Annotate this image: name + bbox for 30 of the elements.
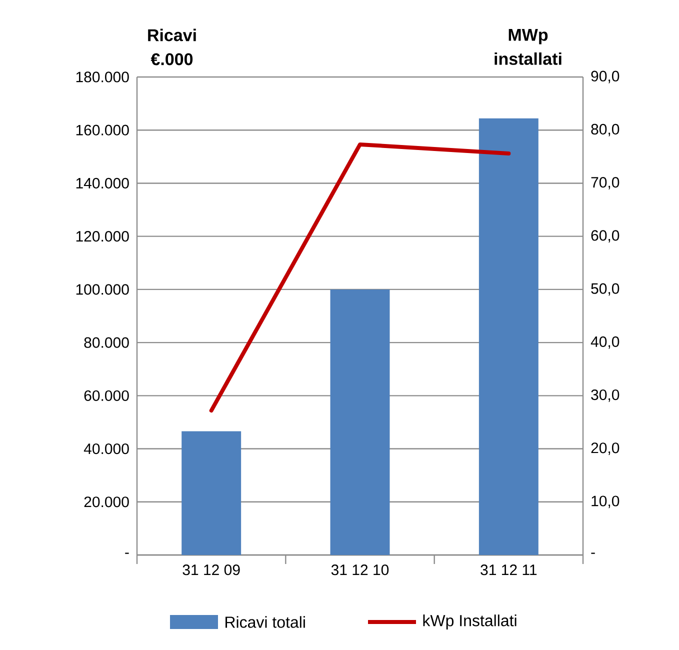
y2-tick-label: 10,0 (592, 496, 620, 508)
y2-tick-label: 30,0 (591, 389, 620, 402)
y2-tick-label: 40,0 (590, 336, 620, 349)
y-tick-label: 140.000 (76, 178, 129, 189)
y-tick-label: 120.000 (76, 231, 129, 242)
legend-label: Ricavi totali (226, 616, 305, 628)
y2-tick-label: 50,0 (591, 283, 620, 296)
y2-tick-label: 90,0 (591, 70, 620, 84)
bar (330, 289, 390, 555)
y2-tick-label: 20,0 (591, 442, 620, 455)
x-tick-label: 31 12 10 (331, 564, 389, 576)
y2-tick-label: 70,0 (591, 177, 620, 190)
y-tick-label: 160.000 (76, 124, 129, 136)
bar (478, 118, 538, 555)
y-tick-label: 80.000 (84, 337, 129, 348)
x-tick-label: 31 12 11 (480, 564, 537, 576)
y-tick-label: - (125, 552, 129, 554)
legend-label: kWp Installati (423, 614, 516, 630)
y-tick-label: 100.000 (76, 284, 129, 295)
x-tick-label: 31 12 09 (182, 564, 240, 576)
y2-axis-title: MWp installati (494, 29, 562, 65)
y-tick-label: 60.000 (84, 390, 129, 401)
y-tick-label: 40.000 (84, 443, 129, 454)
y2-tick-label: 80,0 (591, 124, 620, 136)
y2-tick-label: 60,0 (591, 230, 620, 243)
y-tick-label: 20.000 (84, 496, 129, 508)
bar (182, 431, 242, 555)
y2-tick-label: - (591, 552, 595, 554)
y-tick-label: 180.000 (76, 72, 129, 82)
y-axis-title: Ricavi €.000 (148, 28, 196, 66)
